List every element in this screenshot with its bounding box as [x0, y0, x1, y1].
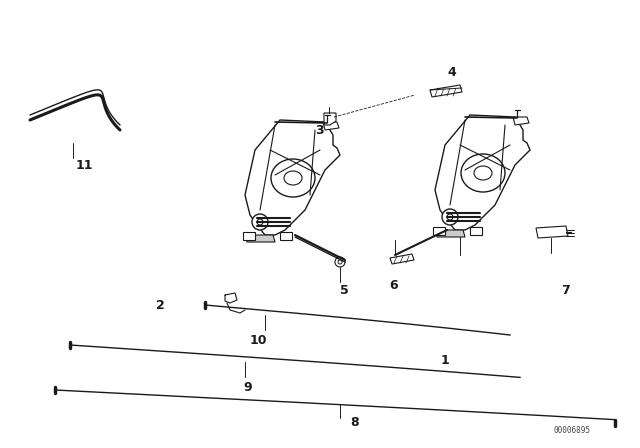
Polygon shape [536, 226, 568, 238]
Text: 10: 10 [249, 333, 267, 346]
Polygon shape [390, 254, 414, 264]
Ellipse shape [461, 154, 505, 192]
Text: 8: 8 [351, 415, 359, 428]
Text: 1: 1 [440, 353, 449, 366]
Text: 2: 2 [156, 298, 164, 311]
Ellipse shape [474, 166, 492, 180]
Ellipse shape [284, 171, 302, 185]
Polygon shape [513, 117, 529, 125]
Polygon shape [435, 115, 530, 230]
Polygon shape [430, 85, 462, 97]
Circle shape [442, 209, 458, 225]
Polygon shape [324, 113, 336, 125]
Text: 5: 5 [340, 284, 348, 297]
Polygon shape [243, 232, 255, 240]
Text: 7: 7 [561, 284, 570, 297]
Polygon shape [245, 235, 275, 242]
Text: 9: 9 [244, 380, 252, 393]
Polygon shape [470, 227, 482, 235]
Polygon shape [323, 122, 339, 130]
Text: 11: 11 [76, 159, 93, 172]
Circle shape [338, 260, 342, 264]
Circle shape [257, 219, 263, 225]
Circle shape [252, 214, 268, 230]
Text: 00006895: 00006895 [553, 426, 590, 435]
Circle shape [447, 214, 453, 220]
Polygon shape [435, 230, 465, 237]
Text: 6: 6 [390, 279, 398, 292]
Text: 4: 4 [447, 65, 456, 78]
Ellipse shape [271, 159, 315, 197]
Polygon shape [433, 227, 445, 235]
Polygon shape [245, 120, 340, 235]
Text: 3: 3 [315, 124, 323, 137]
Circle shape [335, 257, 345, 267]
Polygon shape [280, 232, 292, 240]
